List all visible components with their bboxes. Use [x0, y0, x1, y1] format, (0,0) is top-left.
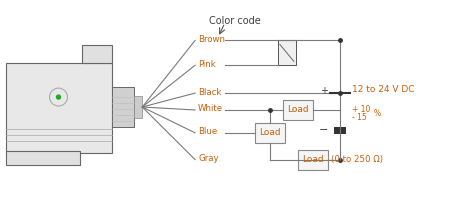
Bar [333, 127, 346, 134]
Circle shape [57, 95, 60, 99]
Text: - 15: - 15 [351, 114, 366, 122]
Bar [6, 63, 112, 153]
Text: Blue: Blue [198, 127, 217, 136]
Text: %: % [374, 109, 381, 118]
Bar [298, 150, 328, 170]
Text: Pink: Pink [198, 60, 216, 69]
Text: −: − [319, 125, 328, 135]
Text: (0 to 250 Ω): (0 to 250 Ω) [331, 155, 382, 164]
Bar [255, 123, 285, 143]
Text: + 10: + 10 [351, 106, 370, 114]
Text: 12 to 24 V DC: 12 to 24 V DC [351, 85, 414, 94]
Bar [6, 151, 81, 165]
Text: Color code: Color code [209, 16, 261, 26]
Bar [82, 45, 112, 63]
Text: +: + [320, 86, 328, 96]
Bar [112, 87, 134, 127]
Text: Load: Load [259, 128, 281, 137]
Text: Load: Load [302, 155, 324, 164]
Bar [283, 100, 313, 120]
Text: Load: Load [287, 106, 309, 114]
Bar [278, 40, 296, 65]
Text: Gray: Gray [198, 154, 219, 163]
Text: Brown: Brown [198, 35, 225, 44]
Bar [134, 96, 142, 118]
Text: Black: Black [198, 88, 221, 97]
Text: White: White [198, 104, 223, 114]
